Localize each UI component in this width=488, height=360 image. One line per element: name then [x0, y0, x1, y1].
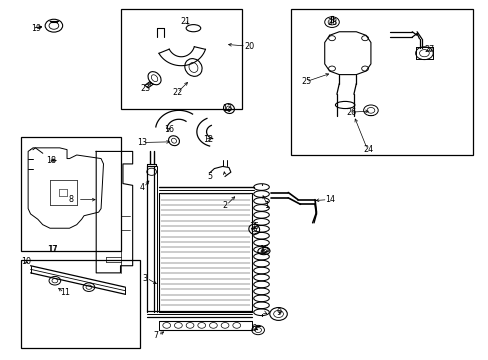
Text: 27: 27	[424, 45, 434, 54]
Text: 16: 16	[164, 125, 174, 134]
Text: 22: 22	[172, 88, 183, 97]
Text: 11: 11	[60, 288, 70, 297]
Text: 13: 13	[137, 138, 147, 147]
Text: 17: 17	[47, 245, 58, 254]
Text: 1: 1	[264, 201, 268, 210]
Text: 8: 8	[68, 195, 73, 204]
Text: 10: 10	[21, 257, 31, 266]
Text: 14: 14	[324, 195, 334, 204]
Text: 5: 5	[206, 172, 212, 181]
Text: 3: 3	[142, 274, 147, 283]
Text: 15: 15	[249, 222, 259, 231]
Text: 23: 23	[140, 84, 150, 93]
Text: 9: 9	[276, 308, 281, 317]
Text: 20: 20	[244, 41, 254, 50]
Text: 4: 4	[140, 183, 144, 192]
Text: 25: 25	[301, 77, 311, 86]
Text: 19: 19	[31, 24, 41, 33]
Text: 6: 6	[251, 324, 256, 333]
Text: 17: 17	[48, 245, 58, 254]
Text: 15: 15	[259, 245, 269, 254]
Bar	[290, 9, 472, 155]
Text: 26: 26	[346, 108, 356, 117]
Text: 21: 21	[180, 17, 190, 26]
Bar	[120, 9, 242, 109]
Text: 13: 13	[222, 104, 232, 113]
Text: 12: 12	[203, 135, 213, 144]
Text: 18: 18	[46, 156, 56, 165]
Text: 28: 28	[326, 18, 337, 27]
Bar	[21, 260, 140, 348]
Text: 24: 24	[363, 145, 373, 154]
Bar	[21, 137, 120, 251]
Text: 2: 2	[222, 201, 227, 210]
Text: 7: 7	[153, 331, 159, 340]
